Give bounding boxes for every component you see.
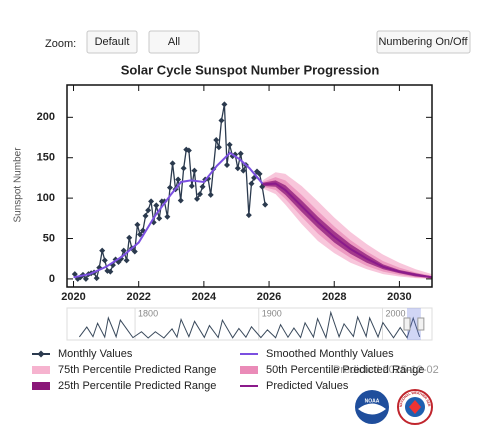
data-point [164,213,171,220]
data-point [126,234,133,241]
button-label[interactable]: Default [95,36,130,48]
noaa-logo: NOAA [355,390,389,424]
range-band [262,180,432,279]
data-point [196,191,203,198]
data-point [248,180,255,187]
data-point [240,167,247,174]
x-tick-label: 2024 [192,291,217,303]
data-point [142,212,149,219]
y-tick-label: 200 [37,111,55,123]
legend-label: Smoothed Monthly Values [266,348,394,360]
data-point [175,176,182,183]
button[interactable] [148,30,200,54]
series-line [262,182,432,279]
data-point [131,248,138,255]
x-tick-label: 2020 [61,291,85,303]
data-point [191,167,198,174]
chart-title: Solar Cycle Sunspot Number Progression [121,62,380,77]
plot-frame [66,84,433,288]
x-tick-label: 2026 [257,291,281,303]
data-point [207,191,214,198]
navigator-tick-label: 1800 [138,308,158,318]
zoom-label: Zoom: [45,38,76,50]
data-point [145,207,152,214]
data-point [123,257,130,264]
x-tick-label: 2022 [126,291,150,303]
y-tick-label: 150 [37,152,55,164]
data-point [262,201,269,208]
data-point [169,160,176,167]
plot [71,101,432,282]
x-tick-label: 2028 [322,291,346,303]
button[interactable] [376,30,471,54]
legend-label: Monthly Values [58,348,133,360]
legend-swatch [32,382,50,390]
data-point [199,183,206,190]
button-label[interactable]: All [168,36,180,48]
legend-marker [37,350,45,358]
data-point [148,198,155,205]
data-point [120,247,127,254]
navigator-handle[interactable] [403,317,411,331]
data-point [221,101,228,108]
data-point [213,136,220,143]
data-point [215,144,222,151]
navigator-frame [66,307,433,341]
logo-text-path: NATIONAL WEATHER SERVICE [0,0,431,407]
series-line [74,104,266,281]
legend-label: 75th Percentile Predicted Range [58,364,216,376]
y-tick-label: 100 [37,192,55,204]
data-point [226,141,233,148]
navigator-selection [407,308,421,340]
data-point [185,147,192,154]
legend-label: 25th Percentile Predicted Range [58,380,216,392]
logo-text: NATIONAL WEATHER SERVICE [0,0,431,407]
y-tick-label: 50 [43,232,55,244]
y-axis-label: Sunspot Number [13,147,24,223]
data-point [180,165,187,172]
data-point [234,165,241,172]
navigator-tick-label: 1900 [262,308,282,318]
data-point [101,257,108,264]
data-point [107,268,114,275]
series-line [73,151,264,279]
data-point [194,195,201,202]
data-point [245,212,252,219]
navigator-line [78,310,421,340]
navigator-handle[interactable] [417,317,425,331]
data-point [237,150,244,157]
data-point [137,231,143,238]
y-tick-label: 0 [49,273,55,285]
legend-swatch [240,366,258,374]
data-point [156,215,163,222]
data-point [218,117,225,124]
data-point [256,170,263,177]
data-point [82,275,89,282]
data-point [188,183,195,189]
navigator-tick-label: 2000 [386,308,406,318]
data-point [166,184,173,191]
button[interactable] [86,30,138,54]
data-point [99,247,106,254]
x-tick-label: 2030 [387,291,411,303]
data-point [71,271,78,278]
legend-label: Predicted Values [266,380,349,392]
legend-swatch [32,366,50,374]
annotation: Predicted 2025-12-02 [333,364,439,376]
range-band [262,177,432,279]
button-label[interactable]: Numbering On/Off [378,36,468,48]
data-point [153,202,160,209]
data-point [134,221,141,228]
data-point [224,161,231,168]
data-point [93,275,100,282]
logo-text: NOAA [365,398,380,404]
legend-label: 50th Percentile Predicted Range [266,364,424,376]
data-point [177,197,184,204]
